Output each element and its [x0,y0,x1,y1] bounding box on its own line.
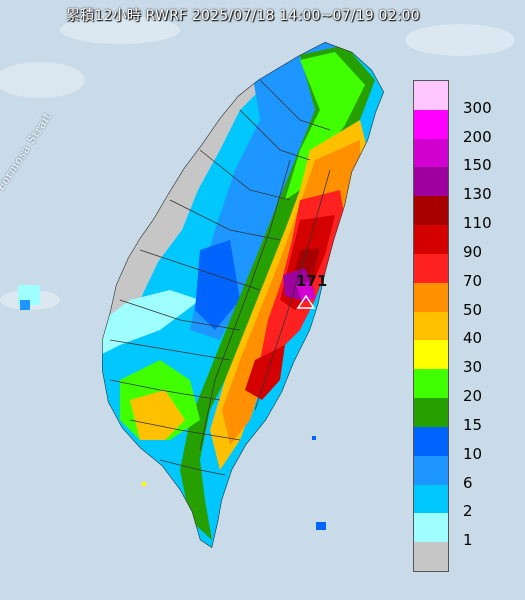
legend-swatch [414,484,448,514]
legend-label: 150 [463,156,492,175]
legend-label: 15 [463,415,483,434]
legend-label: 300 [463,98,492,117]
outlying-islands [18,285,326,530]
peak-value-label: 171 [296,272,328,290]
legend-swatch [414,81,448,110]
legend-swatch [414,455,448,485]
legend-swatch [414,253,448,283]
legend-swatch [414,340,448,370]
boundaries [102,42,384,548]
legend-label: 40 [463,329,483,348]
legend-label: 200 [463,127,492,146]
legend-label: 50 [463,300,483,319]
legend-label: 30 [463,358,483,377]
legend-label: 6 [463,473,473,492]
legend-label: 90 [463,242,483,261]
legend-swatch [414,542,448,571]
legend-swatch [414,369,448,399]
legend-label: 130 [463,185,492,204]
legend-label: 2 [463,502,473,521]
legend-swatch [414,513,448,543]
legend-swatch [414,398,448,427]
legend-colorbar [413,80,449,572]
legend-label: 110 [463,214,492,233]
legend-swatch [414,196,448,226]
cloud-texture [0,16,515,310]
legend-label: 70 [463,271,483,290]
legend-swatch [414,109,448,139]
map-title: 累積12小時 RWRF 2025/07/18 14:00~07/19 02:00 [66,8,420,24]
peak-marker [296,294,316,309]
legend-label: 10 [463,444,483,463]
legend-swatch [414,426,448,456]
legend-label: 1 [463,531,473,550]
legend-swatch [414,225,448,254]
legend-label: 20 [463,387,483,406]
legend-swatch [414,311,448,341]
legend-swatch [414,282,448,312]
legend-swatch [414,138,448,168]
legend-swatch [414,167,448,197]
